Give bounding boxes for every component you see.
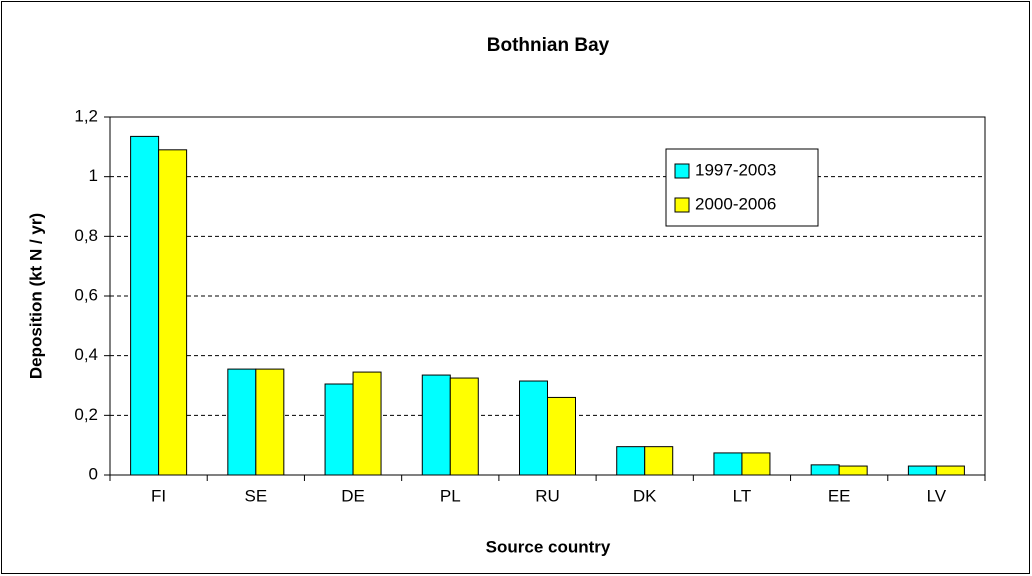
y-axis-label: Deposition (kt N / yr) bbox=[26, 213, 45, 379]
legend bbox=[665, 148, 819, 227]
bar bbox=[810, 464, 840, 476]
bar bbox=[838, 465, 868, 476]
y-tick-label: 1 bbox=[89, 166, 98, 185]
bar bbox=[907, 465, 937, 476]
bar bbox=[421, 374, 451, 476]
legend-label: 2000-2006 bbox=[695, 194, 776, 213]
x-tick-label: DE bbox=[341, 486, 365, 505]
bar bbox=[130, 135, 160, 476]
y-tick-label: 0,6 bbox=[74, 285, 98, 304]
x-tick-label: DK bbox=[633, 486, 657, 505]
legend-swatch bbox=[674, 197, 690, 213]
x-tick-label: SE bbox=[244, 486, 267, 505]
x-tick-label: RU bbox=[535, 486, 560, 505]
bar bbox=[935, 465, 965, 476]
bar bbox=[449, 377, 479, 476]
x-tick-label: LT bbox=[733, 486, 752, 505]
bar bbox=[644, 446, 674, 476]
bar bbox=[255, 368, 285, 476]
y-tick-label: 1,2 bbox=[74, 106, 98, 125]
y-tick-label: 0,8 bbox=[74, 226, 98, 245]
x-tick-label: FI bbox=[151, 486, 166, 505]
x-tick-label: EE bbox=[828, 486, 851, 505]
legend-label: 1997-2003 bbox=[695, 160, 776, 179]
y-tick-label: 0 bbox=[89, 464, 98, 483]
bar bbox=[616, 446, 646, 476]
bar bbox=[547, 396, 576, 476]
chart-title: Bothnian Bay bbox=[487, 35, 610, 56]
x-tick-label: LV bbox=[927, 486, 947, 505]
bar bbox=[158, 149, 188, 476]
bar bbox=[741, 452, 771, 476]
bar bbox=[352, 371, 382, 476]
legend-swatch bbox=[674, 163, 690, 179]
bar bbox=[227, 368, 257, 476]
bar bbox=[713, 452, 743, 476]
bar bbox=[324, 383, 354, 476]
y-tick-label: 0,2 bbox=[74, 405, 98, 424]
y-tick-label: 0,4 bbox=[74, 345, 98, 364]
x-axis-label: Source country bbox=[486, 537, 611, 556]
bar bbox=[519, 380, 548, 476]
x-tick-label: PL bbox=[440, 486, 461, 505]
